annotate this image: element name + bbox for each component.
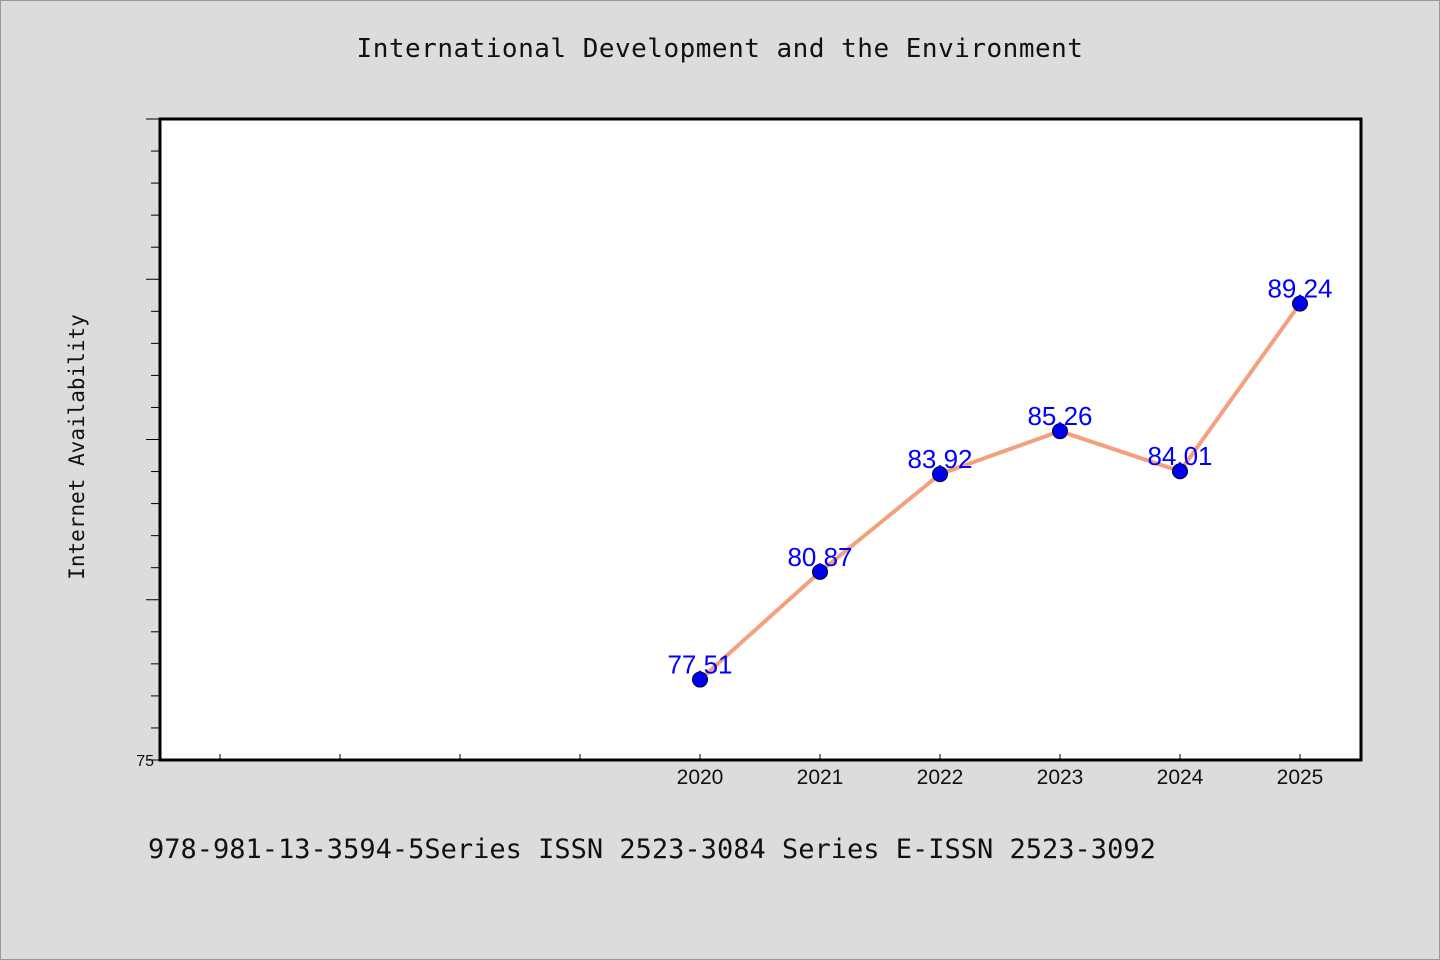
data-labels: 77.51 80.87 83.92 85.26 84.01 89.24	[667, 274, 1332, 680]
chart-title: International Development and the Enviro…	[356, 34, 1084, 64]
data-point	[692, 671, 708, 688]
x-tick-label: 2021	[797, 766, 844, 789]
series-markers	[692, 295, 1308, 688]
data-label: 89.24	[1267, 274, 1332, 304]
data-point	[932, 466, 948, 483]
x-tick-label: 2023	[1037, 766, 1084, 789]
x-tick-label: 2025	[1277, 766, 1324, 789]
series-line	[698, 301, 1302, 682]
data-point	[1052, 423, 1068, 440]
x-tick-label: 2020	[677, 766, 724, 789]
data-point	[812, 563, 828, 580]
data-point	[1292, 295, 1308, 312]
x-axis-ticks: 2020 2021 2022 2023 2024 2025	[219, 754, 1324, 789]
plot-area	[158, 117, 1363, 762]
y-tick-label: 75	[136, 753, 154, 770]
data-point	[1172, 463, 1188, 480]
data-label: 85.26	[1027, 401, 1092, 431]
y-axis-label: Internet Availability	[65, 314, 89, 580]
data-label: 84.01	[1147, 441, 1212, 471]
y-axis-ticks: 75	[136, 118, 160, 770]
series-path	[698, 301, 1302, 682]
x-tick-label: 2022	[917, 766, 964, 789]
data-label: 80.87	[787, 542, 852, 572]
data-label: 77.51	[667, 650, 732, 680]
x-tick-label: 2024	[1157, 766, 1204, 789]
footer-note: 978-981-13-3594-5Series ISSN 2523-3084 S…	[148, 834, 1156, 865]
data-label: 83.92	[907, 444, 972, 474]
